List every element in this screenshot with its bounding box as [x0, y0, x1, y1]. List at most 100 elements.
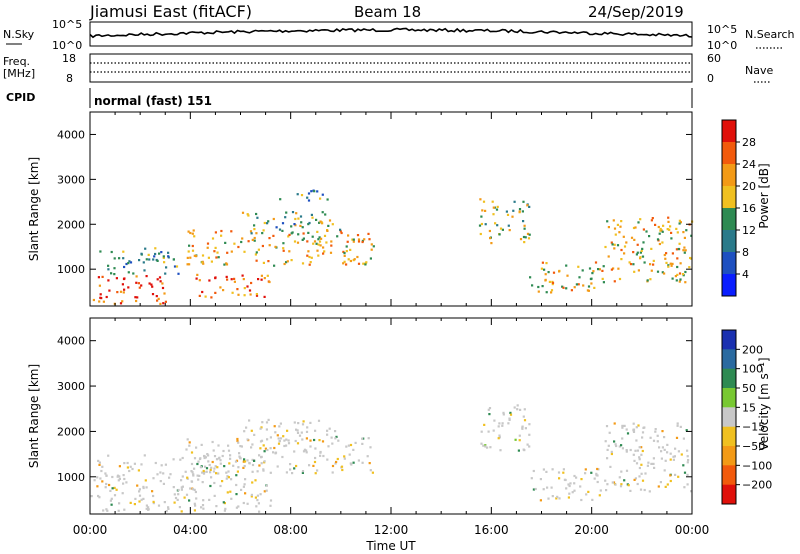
- scatter-cell: [328, 219, 332, 222]
- scatter-cell: [180, 510, 183, 513]
- scatter-cell: [331, 464, 335, 468]
- scatter-cell: [564, 478, 567, 482]
- scatter-cell: [193, 235, 196, 238]
- scatter-cell: [294, 217, 297, 221]
- scatter-cell: [197, 478, 200, 481]
- scatter-cell: [127, 271, 130, 274]
- scatter-cell: [206, 246, 209, 249]
- scatter-cell: [296, 193, 299, 196]
- scatter-cell: [649, 263, 652, 266]
- scatter-cell: [101, 465, 104, 468]
- scatter-cell: [322, 454, 325, 458]
- scatter-cell: [306, 254, 309, 257]
- scatter-cell: [260, 274, 263, 277]
- scatter-cell: [326, 198, 329, 201]
- scatter-cell: [343, 254, 346, 257]
- scatter-cell: [111, 475, 114, 479]
- scatter-cell: [263, 450, 266, 453]
- scatter-cell: [258, 510, 261, 513]
- scatter-cell: [97, 494, 100, 498]
- scatter-cell: [605, 425, 609, 428]
- scatter-cell: [589, 277, 592, 281]
- scatter-cell: [189, 256, 192, 259]
- scatter-cell: [107, 454, 110, 457]
- scatter-cell: [545, 262, 548, 265]
- scatter-cell: [110, 497, 113, 500]
- scatter-cell: [202, 472, 206, 475]
- scatter-cell: [632, 453, 635, 456]
- scatter-cell: [625, 450, 628, 453]
- scatter-cell: [219, 286, 222, 289]
- scatter-cell: [151, 490, 154, 493]
- scatter-cell: [181, 485, 184, 488]
- scatter-cell: [213, 455, 217, 458]
- scatter-cell: [341, 468, 344, 472]
- scatter-cell: [229, 490, 232, 493]
- scatter-cell: [656, 238, 660, 241]
- scatter-cell: [253, 459, 256, 462]
- scatter-cell: [268, 244, 271, 247]
- scatter-cell: [313, 438, 316, 442]
- scatter-cell: [654, 428, 657, 431]
- scatter-cell: [237, 505, 240, 508]
- scatter-cell: [532, 488, 535, 491]
- scatter-cell: [201, 261, 204, 264]
- scatter-cell: [639, 218, 642, 221]
- scatter-cell: [136, 484, 139, 487]
- scatter-cell: [635, 253, 638, 256]
- scatter-cell: [330, 240, 333, 243]
- scatter-cell: [297, 422, 300, 425]
- scatter-cell: [143, 269, 146, 272]
- scatter-cell: [201, 471, 204, 474]
- scatter-cell: [174, 496, 178, 500]
- scatter-cell: [241, 211, 245, 214]
- scatter-cell: [165, 266, 168, 269]
- scatter-cell: [545, 291, 548, 294]
- velocity-panel: 1000 2000 3000 4000 Slant Range [km]: [27, 317, 693, 515]
- scatter-cell: [577, 265, 580, 268]
- scatter-cell: [301, 438, 304, 441]
- scatter-cell: [261, 244, 264, 248]
- scatter-cell: [118, 475, 121, 478]
- scatter-cell: [666, 443, 669, 446]
- scatter-cell: [262, 229, 265, 232]
- scatter-cell: [335, 460, 338, 464]
- scatter-cell: [545, 470, 548, 473]
- scatter-cell: [190, 480, 194, 483]
- scatter-cell: [531, 284, 534, 287]
- scatter-cell: [210, 260, 213, 263]
- scatter-cell: [96, 476, 99, 479]
- scatter-cell: [326, 429, 329, 432]
- colorbar-swatch: [722, 465, 736, 486]
- scatter-cell: [613, 227, 617, 230]
- scatter-cell: [566, 274, 569, 277]
- scatter-cell: [569, 482, 572, 485]
- scatter-cell: [251, 463, 255, 467]
- scatter-cell: [225, 275, 228, 278]
- scatter-cell: [614, 483, 617, 486]
- scatter-cell: [581, 269, 584, 272]
- scatter-cell: [599, 489, 602, 492]
- scatter-cell: [129, 261, 133, 264]
- scatter-cell: [283, 444, 286, 448]
- scatter-cell: [253, 224, 256, 227]
- scatter-cell: [492, 206, 495, 209]
- scatter-cell: [198, 279, 201, 282]
- scatter-cell: [191, 488, 195, 491]
- scatter-cell: [632, 430, 636, 433]
- scatter-cell: [357, 459, 360, 462]
- scatter-cell: [307, 199, 311, 202]
- scatter-cell: [301, 471, 304, 474]
- scatter-cell: [204, 295, 207, 298]
- scatter-cell: [649, 436, 652, 439]
- scatter-cell: [236, 470, 239, 473]
- scatter-cell: [196, 474, 199, 477]
- colorbar-tick-label: 8: [742, 246, 749, 259]
- scatter-cell: [541, 261, 544, 264]
- scatter-cell: [274, 451, 278, 454]
- scatter-cell: [193, 488, 196, 491]
- scatter-cell: [172, 458, 175, 461]
- scatter-cell: [119, 290, 123, 293]
- scatter-cell: [646, 279, 649, 282]
- scatter-cell: [200, 506, 203, 509]
